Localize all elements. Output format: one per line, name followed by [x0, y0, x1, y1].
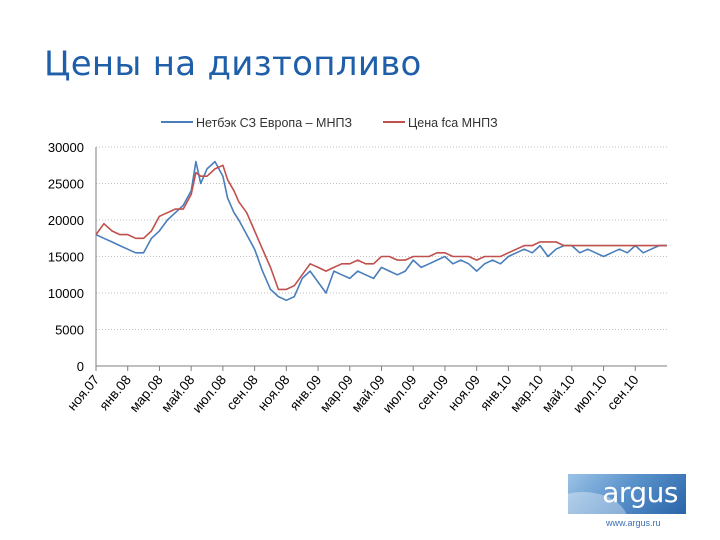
x-tick-label: сен.10 — [604, 372, 642, 413]
x-tick-label: июл.09 — [380, 372, 420, 415]
slide-title: Цены на дизтопливо — [44, 44, 422, 84]
y-tick-label: 15000 — [48, 250, 84, 265]
y-tick-label: 5000 — [55, 323, 84, 338]
chart-legend: Нетбэк СЗ Европа – МНПЗ Цена fca МНПЗ — [161, 116, 498, 130]
x-tick-label: ноя.07 — [64, 372, 102, 413]
argus-logo: argus — [568, 474, 686, 514]
legend-label-fca: Цена fca МНПЗ — [408, 116, 498, 130]
y-tick-label: 20000 — [48, 213, 84, 228]
x-tick-label: сен.08 — [223, 372, 261, 413]
series-line-fca — [95, 164, 667, 291]
x-axis-ticks: ноя.07янв.08мар.08май.08июл.08сен.08ноя.… — [64, 366, 642, 416]
price-line-chart: 0 5000 10000 15000 20000 25000 30000 ноя.07янв… — [48, 116, 667, 416]
series-line-netback — [95, 160, 667, 302]
y-tick-label: 0 — [77, 359, 84, 374]
x-tick-label: ноя.09 — [445, 372, 483, 413]
x-tick-label: мар.08 — [127, 372, 166, 415]
legend-label-netback: Нетбэк СЗ Европа – МНПЗ — [196, 116, 352, 130]
x-tick-label: мар.09 — [317, 372, 356, 415]
y-axis-ticks: 0 5000 10000 15000 20000 25000 30000 — [48, 140, 84, 374]
y-tick-label: 25000 — [48, 177, 84, 192]
x-tick-label: мар.10 — [507, 372, 546, 415]
y-tick-label: 10000 — [48, 286, 84, 301]
x-tick-label: июл.10 — [570, 372, 610, 415]
chart-series — [95, 160, 667, 302]
chart-grid — [96, 146, 667, 330]
logo-url: www.argus.ru — [606, 518, 661, 528]
x-tick-label: сен.09 — [414, 372, 452, 413]
x-tick-label: июл.08 — [189, 372, 229, 415]
x-tick-label: ноя.08 — [255, 372, 293, 413]
y-tick-label: 30000 — [48, 140, 84, 155]
logo-text: argus — [602, 476, 678, 509]
